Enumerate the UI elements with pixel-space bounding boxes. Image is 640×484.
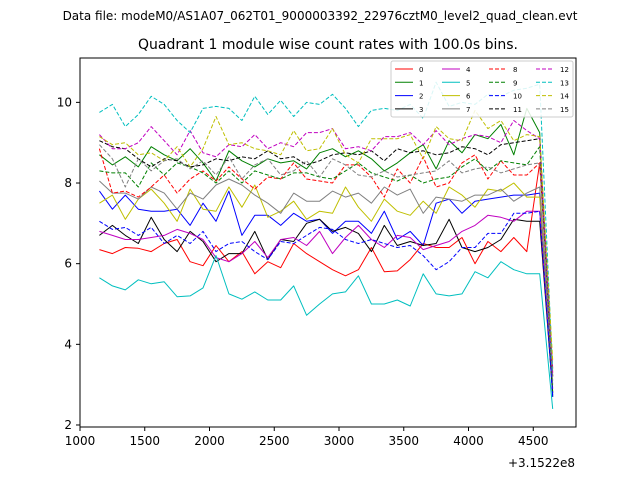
series-line-15 xyxy=(99,144,554,381)
legend-label-0: 0 xyxy=(419,66,423,74)
axes-frame xyxy=(79,57,577,428)
series-line-4 xyxy=(99,210,554,389)
series-line-3 xyxy=(99,216,554,393)
y-tick-label: 6 xyxy=(64,257,72,271)
legend-label-14: 14 xyxy=(560,93,569,101)
legend-label-5: 5 xyxy=(466,79,470,87)
legend-label-11: 11 xyxy=(513,106,522,114)
series-line-9 xyxy=(99,146,554,393)
chart-title: Quadrant 1 module wise count rates with … xyxy=(138,37,518,53)
x-tick-label: 2000 xyxy=(194,434,225,448)
y-tick-label: 10 xyxy=(57,95,72,109)
legend-label-10: 10 xyxy=(513,93,522,101)
series-line-11 xyxy=(99,138,554,377)
x-tick-label: 3000 xyxy=(324,434,355,448)
legend-label-15: 15 xyxy=(560,106,569,114)
x-tick-label: 2500 xyxy=(259,434,290,448)
legend-box xyxy=(390,60,574,118)
legend-label-13: 13 xyxy=(560,79,569,87)
legend-label-1: 1 xyxy=(419,79,423,87)
series-lines xyxy=(98,81,554,409)
x-tick-label: 3500 xyxy=(388,434,419,448)
series-line-5 xyxy=(99,255,554,409)
legend-label-6: 6 xyxy=(466,93,471,101)
legend-label-12: 12 xyxy=(560,66,569,74)
series-line-0 xyxy=(99,162,554,373)
series-line-2 xyxy=(98,190,554,397)
series-line-7 xyxy=(99,178,554,385)
x-tick-label: 4500 xyxy=(518,434,549,448)
series-line-8 xyxy=(98,148,554,369)
legend-label-4: 4 xyxy=(466,66,471,74)
y-tick-label: 2 xyxy=(64,418,72,432)
legend-label-3: 3 xyxy=(419,106,423,114)
legend-label-8: 8 xyxy=(513,66,517,74)
figure-suptitle: Data file: modeM0/AS1A07_062T01_90000033… xyxy=(63,9,578,23)
legend-label-7: 7 xyxy=(466,106,470,114)
x-tick-label: 1000 xyxy=(65,434,96,448)
series-line-12 xyxy=(99,120,554,377)
x-axis-offset-label: +3.1522e8 xyxy=(508,456,575,470)
y-tick-label: 8 xyxy=(64,176,72,190)
legend-label-9: 9 xyxy=(513,79,517,87)
y-tick-label: 4 xyxy=(64,337,72,351)
series-line-6 xyxy=(99,182,554,377)
x-tick-label: 1500 xyxy=(129,434,160,448)
series-line-10 xyxy=(99,210,554,395)
legend-label-2: 2 xyxy=(419,93,423,101)
plot-area xyxy=(98,81,554,409)
x-tick-label: 4000 xyxy=(453,434,484,448)
